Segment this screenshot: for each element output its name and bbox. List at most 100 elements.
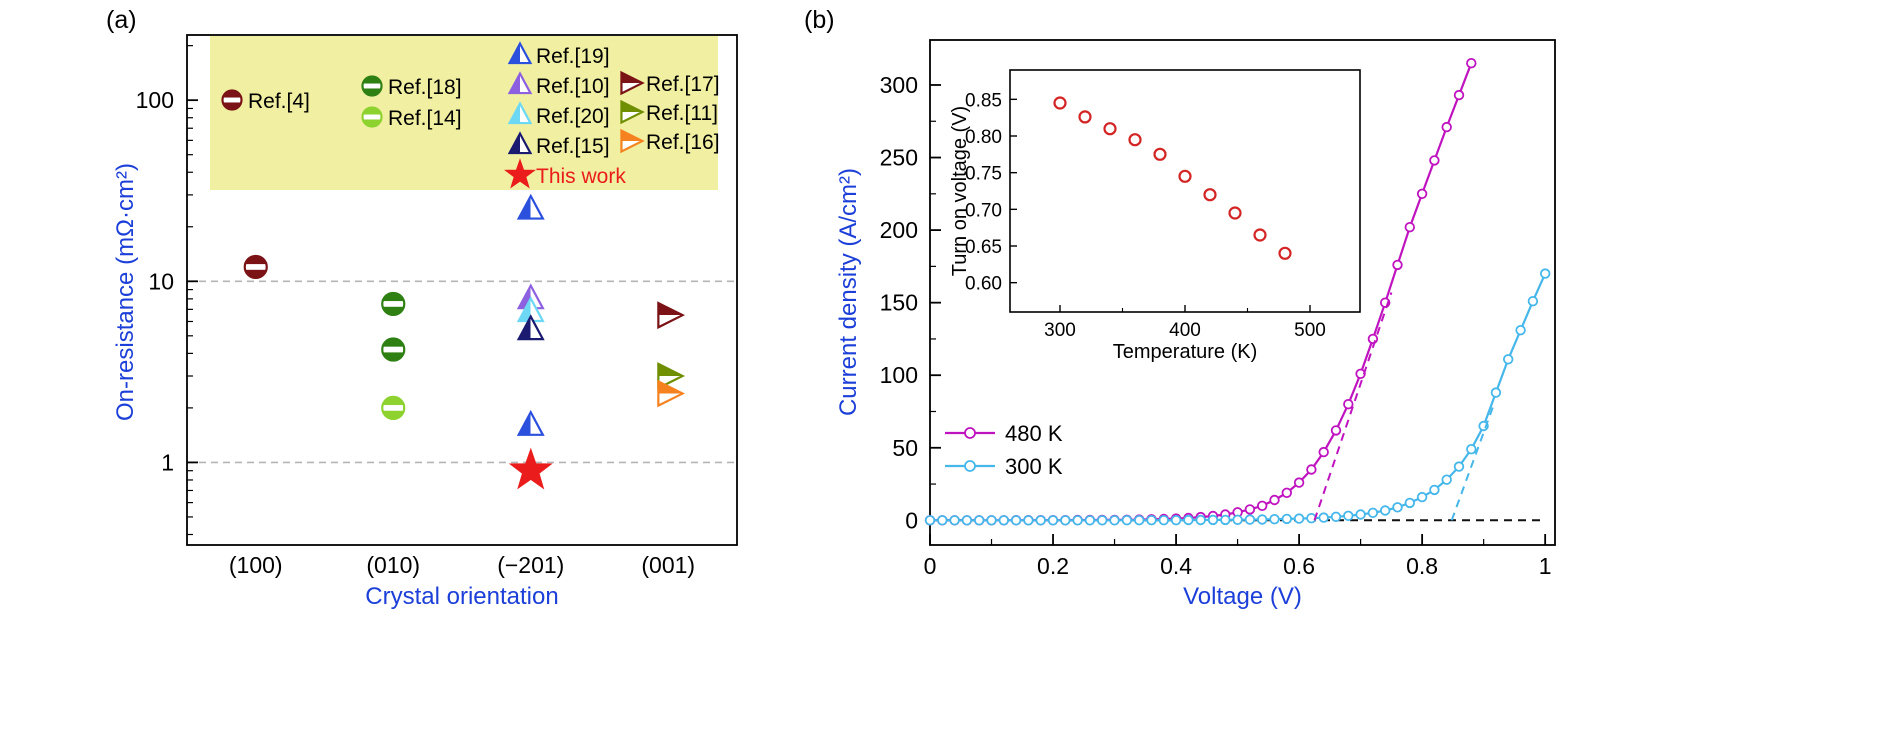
- series-marker: [1404, 221, 1416, 233]
- series-marker: [1441, 121, 1452, 133]
- inset-frame: [1009, 69, 1361, 313]
- series-marker: [1220, 514, 1231, 526]
- series-marker: [1502, 354, 1514, 365]
- x-tick-label-b: 0.2: [1037, 553, 1069, 579]
- inset-y-tick-label: 0.75: [965, 164, 1002, 185]
- series-marker: [1109, 515, 1120, 526]
- series-marker: [974, 515, 985, 526]
- series-marker: [1355, 509, 1366, 520]
- data-point: [657, 362, 686, 390]
- panel-a: 1 10 100 (100) (010) (−201) (001) Crystal orien…: [112, 34, 738, 610]
- legend-label: Ref.[14]: [388, 107, 462, 130]
- series-marker: [998, 515, 1010, 526]
- series-marker: [1084, 515, 1096, 526]
- legend-label: This work: [536, 165, 626, 188]
- inset-data-point: [1228, 206, 1242, 220]
- series-marker: [1281, 513, 1293, 525]
- series-marker: [1281, 487, 1293, 499]
- series-marker: [986, 515, 997, 526]
- series-marker: [1379, 505, 1391, 516]
- y-tick-label-b: 100: [880, 362, 918, 388]
- legend-label: Ref.[19]: [536, 45, 610, 68]
- y-axis-title-a: On-resistance (mΩ·cm²): [112, 163, 139, 421]
- series-marker: [1318, 512, 1329, 523]
- series-marker: [1306, 464, 1317, 475]
- x-tick-label-a: (001): [641, 552, 695, 578]
- panel-b: 0 0.2 0.4 0.6 0.8 1 0 50 100 150 200 250 300 Voltage …: [835, 39, 1556, 610]
- inset-data-point: [1153, 147, 1167, 161]
- y-tick-label-a: 10: [148, 268, 174, 294]
- x-tick-label-a: (−201): [497, 552, 564, 578]
- inset-data-point: [1203, 188, 1217, 202]
- inset-x-tick-label: 500: [1294, 320, 1326, 341]
- y-tick-label-b: 0: [905, 507, 918, 533]
- inset-data-point: [1053, 96, 1067, 110]
- legend-label: Ref.[15]: [536, 135, 610, 158]
- legend-marker-tri-up: [507, 71, 533, 95]
- legend-label: Ref.[17]: [646, 73, 720, 96]
- inset-data-point: [1103, 122, 1117, 136]
- legend-marker-tri-right: [620, 70, 645, 96]
- series-marker: [1392, 502, 1403, 513]
- y-tick-label-a: 100: [136, 87, 174, 113]
- x-tick-label-b: 0: [924, 553, 937, 579]
- inset-x-tick-label: 400: [1169, 320, 1201, 341]
- y-tick-label-b: 200: [880, 217, 918, 243]
- series-marker: [1256, 500, 1268, 512]
- inset-y-tick-label: 0.65: [965, 237, 1002, 258]
- inset-x-axis-title: Temperature (K): [1113, 341, 1258, 363]
- legend-marker-tri-up: [507, 131, 533, 155]
- x-tick-label-b: 0.6: [1283, 553, 1315, 579]
- inset-data-point: [1128, 133, 1142, 147]
- series-marker: [1232, 514, 1243, 526]
- x-axis-title-b: Voltage (V): [1183, 583, 1302, 610]
- series-marker: [1293, 513, 1305, 524]
- series-marker: [1035, 515, 1046, 526]
- inset-data-point: [1278, 246, 1292, 260]
- legend-marker-tri-right: [620, 128, 645, 154]
- x-tick-label-a: (010): [366, 552, 420, 578]
- series-marker: [1466, 58, 1477, 69]
- series-marker: [1515, 325, 1526, 336]
- series-marker: [1318, 446, 1329, 458]
- y-tick-label-b: 50: [892, 435, 918, 461]
- legend-label: Ref.[18]: [388, 76, 462, 99]
- series-marker: [924, 515, 936, 526]
- series-marker: [1330, 511, 1342, 523]
- series-marker: [1466, 444, 1477, 455]
- series-marker: [1207, 514, 1219, 526]
- panel-a-label: (a): [106, 6, 137, 34]
- data-point: [508, 447, 553, 490]
- inset-y-axis-title: Turn on voltage (V): [949, 106, 971, 276]
- legend-marker-tri-up: [507, 41, 533, 65]
- data-point: [516, 409, 545, 436]
- series-marker: [1330, 425, 1342, 436]
- series-marker: [1293, 477, 1305, 488]
- legend-label: Ref.[4]: [248, 90, 310, 113]
- series-marker: [949, 515, 960, 526]
- series-marker: [1256, 514, 1268, 525]
- legend-label-b: 300 K: [1005, 454, 1063, 479]
- series-marker: [1343, 399, 1354, 410]
- y-tick-label-b: 250: [880, 145, 918, 171]
- inset-data-point: [1178, 169, 1192, 183]
- x-tick-label-a: (100): [229, 552, 283, 578]
- series-marker: [1023, 515, 1034, 526]
- series-marker: [1367, 507, 1379, 519]
- y-tick-label-a: 1: [161, 449, 174, 475]
- legend-marker-tri-right: [620, 99, 645, 125]
- series-marker: [1195, 514, 1206, 526]
- series-marker: [1244, 504, 1256, 515]
- legend-marker-b: [964, 460, 976, 472]
- series-marker: [1096, 515, 1108, 526]
- inset-turn-on-voltage: 0.60 0.65 0.70 0.75 0.80 0.85 300 400 500 Turn on…: [949, 69, 1361, 363]
- legend-marker-star: [504, 158, 536, 189]
- series-marker: [1072, 515, 1083, 526]
- legend-marker-b: [964, 427, 976, 439]
- turn-on-extrapolation-300K: [1450, 406, 1494, 521]
- series-marker: [1158, 515, 1170, 526]
- turn-on-extrapolation-480K: [1313, 292, 1393, 521]
- panel-b-label: (b): [804, 6, 835, 34]
- inset-data-point: [1078, 110, 1092, 124]
